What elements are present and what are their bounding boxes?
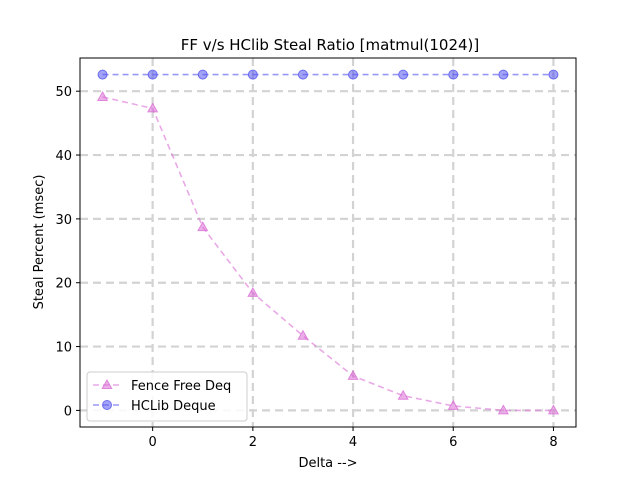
data-point-hclib-deque (348, 69, 359, 80)
y-tick-label: 50 (55, 85, 72, 100)
legend-label-fence-free-deq: Fence Free Deq (131, 379, 231, 394)
data-point-hclib-deque (97, 69, 108, 80)
x-axis-label: Delta --> (298, 456, 357, 471)
data-point-fence-free-deq (247, 286, 259, 297)
y-axis-label: Steal Percent (msec) (32, 175, 47, 310)
data-point-hclib-deque (448, 69, 459, 80)
x-tick-label: 8 (549, 435, 557, 450)
grid (80, 58, 576, 427)
series-layer (96, 69, 560, 415)
series-line-fence-free-deq (102, 96, 554, 412)
legend-box (86, 371, 248, 422)
legend-marker-hclib-deque (102, 400, 112, 410)
data-point-fence-free-deq (197, 221, 209, 232)
x-tick-label: 0 (149, 435, 157, 450)
x-tick-label: 4 (349, 435, 357, 450)
data-point-fence-free-deq (347, 369, 359, 380)
y-tick-label: 20 (55, 277, 72, 292)
chart-title: FF v/s HClib Steal Ratio [matmul(1024)] (181, 36, 480, 54)
data-point-fence-free-deq (147, 102, 159, 113)
data-point-fence-free-deq (297, 329, 309, 340)
ticks: 0 2 4 6 8 0 10 20 30 40 50 (55, 85, 557, 450)
legend-label-hclib-deque: HCLib Deque (131, 399, 216, 414)
legend: Fence Free Deq HCLib Deque (86, 371, 248, 422)
y-tick-label: 10 (55, 341, 72, 356)
x-tick-label: 2 (249, 435, 257, 450)
y-tick-label: 0 (64, 404, 72, 419)
data-point-hclib-deque (498, 69, 509, 80)
legend-marker-fence-free-deq (101, 378, 113, 389)
x-tick-label: 6 (449, 435, 457, 450)
data-point-fence-free-deq (397, 389, 409, 400)
y-tick-label: 40 (55, 149, 72, 164)
plot-frame (79, 57, 577, 428)
data-point-hclib-deque (297, 69, 308, 80)
data-point-hclib-deque (147, 69, 158, 80)
y-tick-label: 30 (55, 213, 72, 228)
data-point-hclib-deque (247, 69, 258, 80)
data-point-hclib-deque (197, 69, 208, 80)
data-point-fence-free-deq (547, 404, 560, 415)
data-point-hclib-deque (398, 69, 409, 80)
data-point-fence-free-deq (96, 90, 109, 101)
data-point-hclib-deque (548, 69, 559, 80)
data-point-fence-free-deq (497, 404, 509, 415)
data-point-fence-free-deq (447, 399, 459, 410)
